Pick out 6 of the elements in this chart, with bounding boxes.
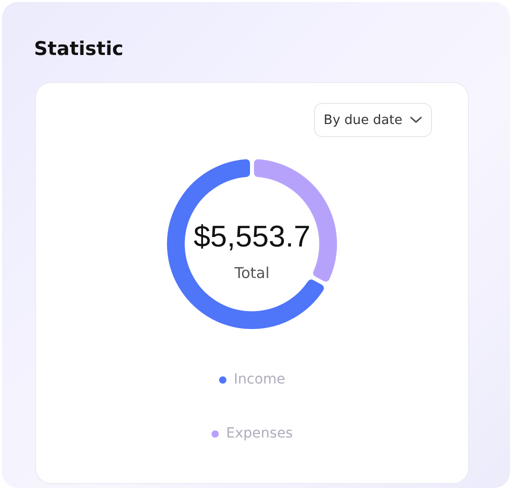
chart-title: Statistic: [34, 38, 124, 60]
text: $5,553.7: [194, 220, 310, 254]
legend-label: Expenses: [226, 426, 293, 442]
text: By due date: [324, 112, 402, 128]
legend-label: Income: [234, 372, 286, 388]
text: Total: [233, 264, 270, 282]
